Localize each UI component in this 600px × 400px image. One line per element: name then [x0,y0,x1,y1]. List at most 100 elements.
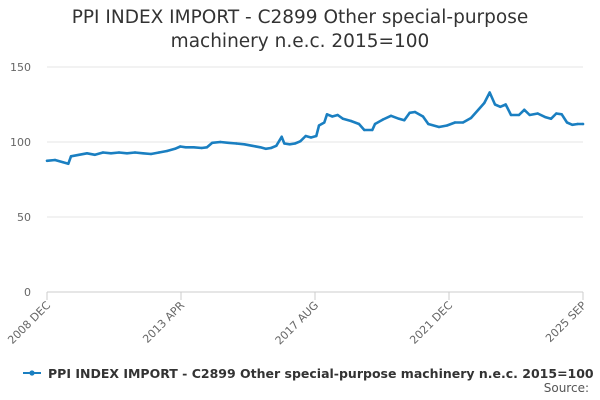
data-point[interactable] [53,158,57,162]
data-point[interactable] [336,113,339,117]
data-point[interactable] [413,110,417,114]
data-point[interactable] [461,121,465,124]
data-point[interactable] [536,112,539,115]
data-point[interactable] [437,125,441,129]
data-point[interactable] [280,135,283,138]
legend[interactable]: PPI INDEX IMPORT - C2899 Other special-p… [22,363,594,383]
grid-lines [47,66,583,218]
data-point[interactable] [165,149,169,153]
data-point[interactable] [269,146,273,150]
data-point[interactable] [528,113,531,117]
data-point[interactable] [259,146,262,149]
data-point[interactable] [565,121,569,124]
data-point[interactable] [125,152,129,155]
data-point[interactable] [373,122,377,126]
data-point[interactable] [421,115,425,118]
x-tick-label: 2021 DEC [407,299,455,347]
data-point[interactable] [61,161,65,164]
data-point[interactable] [371,128,374,132]
data-point[interactable] [560,113,563,116]
data-point[interactable] [499,105,502,109]
data-point[interactable] [184,146,187,149]
data-point[interactable] [235,142,238,145]
data-point[interactable] [544,116,547,119]
data-point[interactable] [293,142,297,145]
data-point[interactable] [357,122,361,126]
data-point[interactable] [488,91,491,94]
data-point[interactable] [509,113,513,117]
data-point[interactable] [315,134,318,138]
data-point[interactable] [77,153,81,156]
data-point[interactable] [408,111,411,115]
legend-series-label: PPI INDEX IMPORT - C2899 Other special-p… [48,365,594,381]
data-point[interactable] [523,108,526,112]
data-point[interactable] [117,151,121,154]
data-point[interactable] [283,142,286,145]
data-point[interactable] [349,119,353,123]
data-point[interactable] [381,118,385,121]
data-point[interactable] [149,152,153,156]
data-point[interactable] [173,147,177,150]
data-point[interactable] [179,145,182,148]
y-tick-label: 100 [10,136,31,149]
legend-series-marker [23,370,41,376]
data-point[interactable] [309,136,313,139]
data-point[interactable] [288,143,291,146]
data-point[interactable] [45,159,49,162]
data-point[interactable] [200,146,203,150]
data-point[interactable] [101,151,105,154]
data-point[interactable] [93,153,97,156]
data-point[interactable] [133,151,137,154]
data-point[interactable] [264,147,267,150]
x-tick-label: 2025 SEP [543,299,589,345]
data-point[interactable] [299,140,302,143]
x-tick-label: 2017 AUG [273,299,322,348]
data-point[interactable] [219,140,222,144]
y-axis-tick-labels: 0 50 100 150 [10,61,31,299]
y-tick-label: 150 [10,61,31,74]
data-point[interactable] [211,141,214,144]
chart-title: PPI INDEX IMPORT - C2899 Other special-p… [0,6,600,54]
source-label: Source: [543,381,589,395]
data-point[interactable] [304,134,307,138]
data-point[interactable] [85,152,89,155]
data-point[interactable] [317,124,321,127]
data-point[interactable] [397,117,401,121]
data-point[interactable] [251,144,254,147]
data-point[interactable] [109,152,113,155]
data-point[interactable] [445,124,449,127]
x-axis [46,291,584,300]
data-point[interactable] [157,151,161,154]
data-point[interactable] [477,107,481,111]
data-point[interactable] [192,146,195,149]
data-point[interactable] [504,103,507,106]
data-point[interactable] [403,119,406,122]
data-point[interactable] [581,122,585,126]
data-point[interactable] [69,155,73,158]
data-point[interactable] [517,113,521,117]
data-point[interactable] [67,162,70,165]
data-point[interactable] [363,128,366,132]
data-point[interactable] [555,112,558,115]
data-point[interactable] [549,117,553,121]
data-point[interactable] [576,122,579,126]
y-tick-label: 50 [17,211,31,224]
data-point[interactable] [275,144,278,147]
data-point[interactable] [243,143,246,146]
data-point[interactable] [571,123,574,127]
data-point[interactable] [427,122,430,126]
data-point[interactable] [227,141,230,144]
data-point[interactable] [389,114,393,118]
data-point[interactable] [453,121,457,124]
data-point[interactable] [493,103,497,106]
data-point[interactable] [323,121,326,124]
data-point[interactable] [325,113,329,116]
data-point[interactable] [483,101,486,105]
data-point[interactable] [331,115,334,118]
series-layer [45,91,585,166]
data-point[interactable] [469,116,473,120]
data-point[interactable] [341,117,345,121]
data-point[interactable] [141,152,145,155]
data-point[interactable] [205,146,209,149]
